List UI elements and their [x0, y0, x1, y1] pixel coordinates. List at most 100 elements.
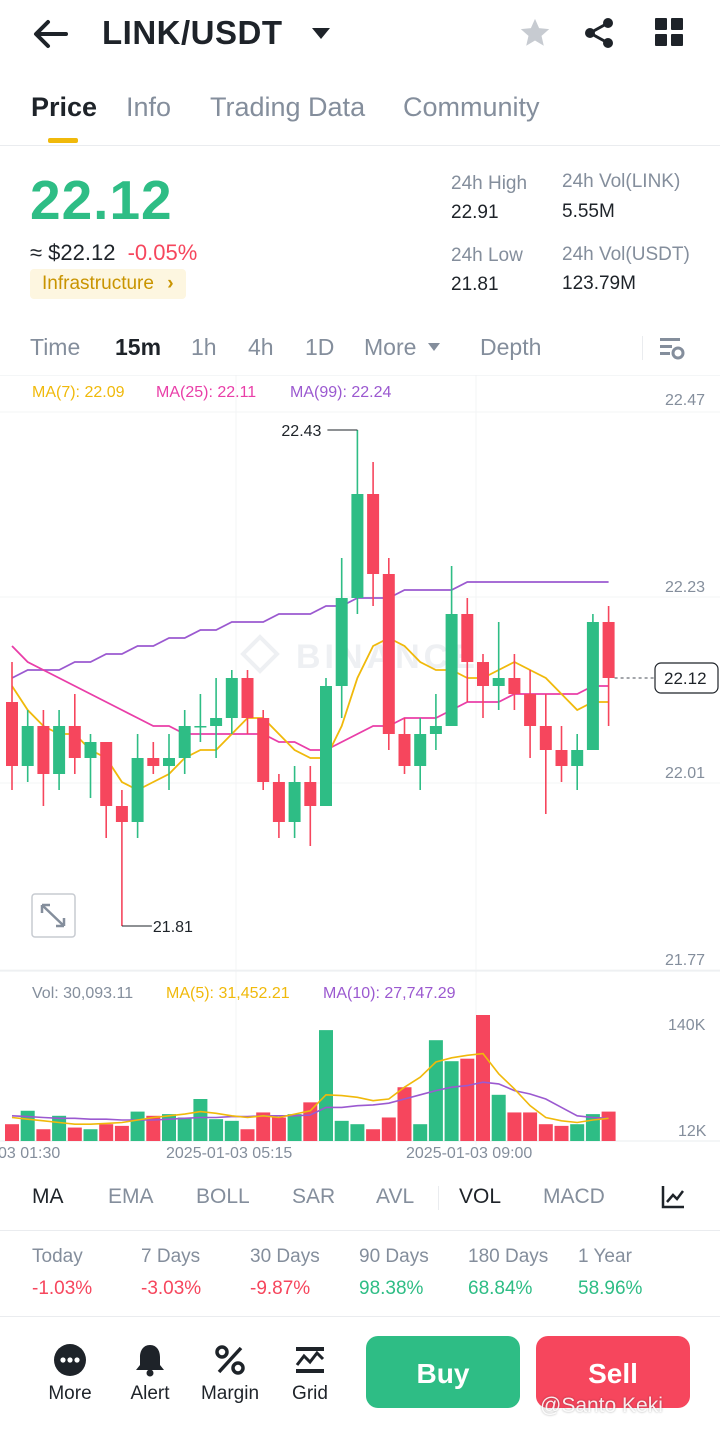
candle-body: [37, 726, 50, 774]
perf-value-180d: 68.84%: [468, 1278, 533, 1299]
max-price-label: 22.43: [281, 423, 321, 440]
interval-depth[interactable]: Depth: [480, 334, 542, 360]
alert-label[interactable]: Alert: [130, 1383, 170, 1404]
alert-bell-icon[interactable]: [130, 1340, 170, 1380]
volume-bar: [83, 1129, 98, 1141]
volume-bar: [491, 1094, 506, 1141]
indicator-ema[interactable]: EMA: [108, 1185, 154, 1208]
volume-bar: [99, 1124, 114, 1141]
tab-price[interactable]: Price: [31, 92, 98, 122]
candle-body: [288, 782, 301, 822]
indicator-boll[interactable]: BOLL: [196, 1185, 250, 1208]
interval-time[interactable]: Time: [30, 334, 81, 360]
more-label[interactable]: More: [48, 1383, 92, 1404]
candle-body: [367, 494, 380, 574]
indicator-avl[interactable]: AVL: [376, 1185, 415, 1208]
grid-bot-icon[interactable]: [290, 1340, 330, 1380]
category-tag[interactable]: Infrastructure ›: [30, 269, 186, 299]
share-icon[interactable]: [582, 16, 616, 50]
candle-body: [414, 734, 427, 766]
volume-bar: [20, 1110, 35, 1141]
vol-axis-label: 12K: [678, 1123, 707, 1140]
volume-bar: [397, 1087, 412, 1141]
favorite-star-icon[interactable]: [518, 16, 552, 50]
candle-body: [508, 678, 521, 694]
pair-dropdown-icon[interactable]: [310, 26, 332, 42]
margin-percent-icon[interactable]: [210, 1340, 250, 1380]
volume-bar: [193, 1099, 208, 1141]
chart-settings-icon[interactable]: [658, 334, 686, 362]
volume-bar: [538, 1124, 553, 1141]
indicator-vol[interactable]: VOL: [459, 1185, 502, 1208]
volume-bar: [271, 1117, 286, 1141]
margin-label[interactable]: Margin: [200, 1383, 260, 1404]
tab-community[interactable]: Community: [403, 92, 540, 122]
ma25-legend: MA(25): 22.11: [156, 384, 256, 401]
perf-value-90d: 98.38%: [359, 1278, 424, 1299]
volume-bar: [240, 1129, 255, 1141]
indicator-macd[interactable]: MACD: [543, 1185, 605, 1208]
usd-price: ≈ $22.12: [30, 240, 116, 265]
tab-info[interactable]: Info: [126, 92, 172, 122]
candle-body: [571, 750, 584, 766]
category-tag-label: Infrastructure: [42, 273, 154, 294]
candle-body: [382, 574, 395, 734]
low-label: 24h Low: [451, 245, 523, 266]
pair-title[interactable]: LINK/USDT: [102, 14, 283, 51]
buy-button[interactable]: Buy: [366, 1336, 520, 1408]
volume-bar: [5, 1124, 19, 1141]
grid-menu-icon[interactable]: [654, 17, 684, 47]
last-price: 22.12: [30, 169, 173, 231]
expand-icon[interactable]: [31, 893, 76, 938]
volume-bar: [460, 1058, 475, 1141]
interval-4h[interactable]: 4h: [248, 334, 274, 360]
volume-bar: [130, 1111, 145, 1141]
candle-body: [445, 614, 458, 726]
sell-button[interactable]: Sell: [536, 1336, 690, 1408]
chevron-right-icon: ›: [167, 273, 174, 294]
volume-bar: [554, 1125, 569, 1141]
volume-bar: [413, 1124, 428, 1141]
perf-value-30d: -9.87%: [250, 1278, 311, 1299]
vol-base-label: 24h Vol(LINK): [562, 171, 681, 192]
divider: [0, 1230, 720, 1231]
candle-body: [68, 726, 81, 758]
candle-body: [115, 806, 128, 822]
grid-label[interactable]: Grid: [292, 1383, 328, 1404]
candle-body: [586, 622, 599, 750]
candle-body: [335, 598, 348, 686]
min-price-label: 21.81: [153, 919, 193, 936]
volume-bar: [366, 1129, 381, 1141]
perf-label-today: Today: [32, 1246, 83, 1267]
candle-body: [602, 622, 615, 678]
time-label: 2025-01-03 09:00: [406, 1145, 532, 1162]
more-icon[interactable]: [50, 1340, 90, 1380]
volume-bar: [162, 1114, 176, 1141]
ma99-line: [11, 581, 609, 679]
indicator-ma[interactable]: MA: [32, 1185, 64, 1208]
back-arrow-icon[interactable]: [30, 16, 70, 52]
volume-bar: [287, 1114, 302, 1141]
perf-label-30d: 30 Days: [250, 1246, 320, 1267]
current-price-label: 22.12: [664, 669, 707, 688]
interval-more[interactable]: More: [364, 334, 417, 360]
ma99-legend: MA(99): 22.24: [290, 384, 391, 401]
perf-label-180d: 180 Days: [468, 1246, 549, 1267]
volume-bar: [507, 1112, 522, 1141]
volume-bar: [523, 1112, 538, 1141]
indicator-sar[interactable]: SAR: [292, 1185, 336, 1208]
indicator-settings-icon[interactable]: [660, 1184, 686, 1210]
interval-1h[interactable]: 1h: [191, 334, 217, 360]
interval-1d[interactable]: 1D: [305, 334, 335, 360]
time-label: 03 01:30: [0, 1145, 60, 1162]
caret-down-icon[interactable]: [426, 340, 442, 352]
candle-body: [131, 758, 144, 822]
vol-axis-label: 140K: [668, 1017, 706, 1034]
interval-15m[interactable]: 15m: [115, 334, 162, 360]
volume-bar: [570, 1124, 585, 1141]
vol-ma10-legend: MA(10): 27,747.29: [323, 985, 456, 1002]
candle-body: [477, 662, 489, 686]
tab-trading-data[interactable]: Trading Data: [210, 92, 366, 122]
binance-logo-icon: [240, 634, 280, 674]
